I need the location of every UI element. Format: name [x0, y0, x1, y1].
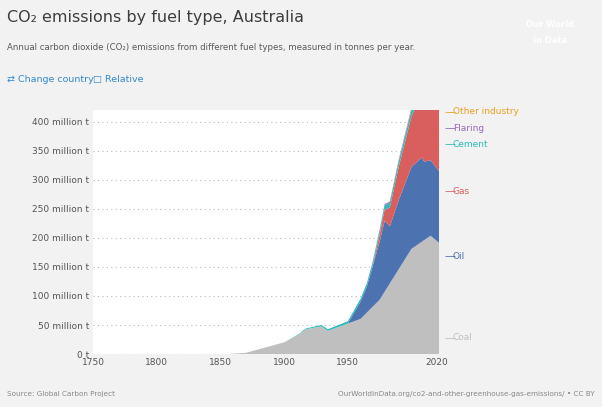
Text: —: —: [444, 107, 455, 117]
Text: Our World: Our World: [526, 20, 574, 29]
Text: ⇄ Change country: ⇄ Change country: [7, 75, 94, 84]
Text: Gas: Gas: [453, 187, 470, 196]
Text: —: —: [444, 123, 455, 133]
Text: Source: Global Carbon Project: Source: Global Carbon Project: [7, 391, 115, 397]
Text: Flaring: Flaring: [453, 124, 484, 133]
Text: OurWorldInData.org/co2-and-other-greenhouse-gas-emissions/ • CC BY: OurWorldInData.org/co2-and-other-greenho…: [338, 391, 595, 397]
Text: —: —: [444, 140, 455, 149]
Text: —: —: [444, 252, 455, 261]
Text: Other industry: Other industry: [453, 107, 518, 116]
Text: in Data: in Data: [533, 36, 566, 45]
Text: Annual carbon dioxide (CO₂) emissions from different fuel types, measured in ton: Annual carbon dioxide (CO₂) emissions fr…: [7, 43, 415, 52]
Text: CO₂ emissions by fuel type, Australia: CO₂ emissions by fuel type, Australia: [7, 10, 304, 25]
Text: Oil: Oil: [453, 252, 465, 261]
Text: —: —: [444, 333, 455, 343]
Text: —: —: [444, 186, 455, 196]
Text: Cement: Cement: [453, 140, 488, 149]
Text: Coal: Coal: [453, 333, 473, 342]
Text: □ Relative: □ Relative: [93, 75, 144, 84]
